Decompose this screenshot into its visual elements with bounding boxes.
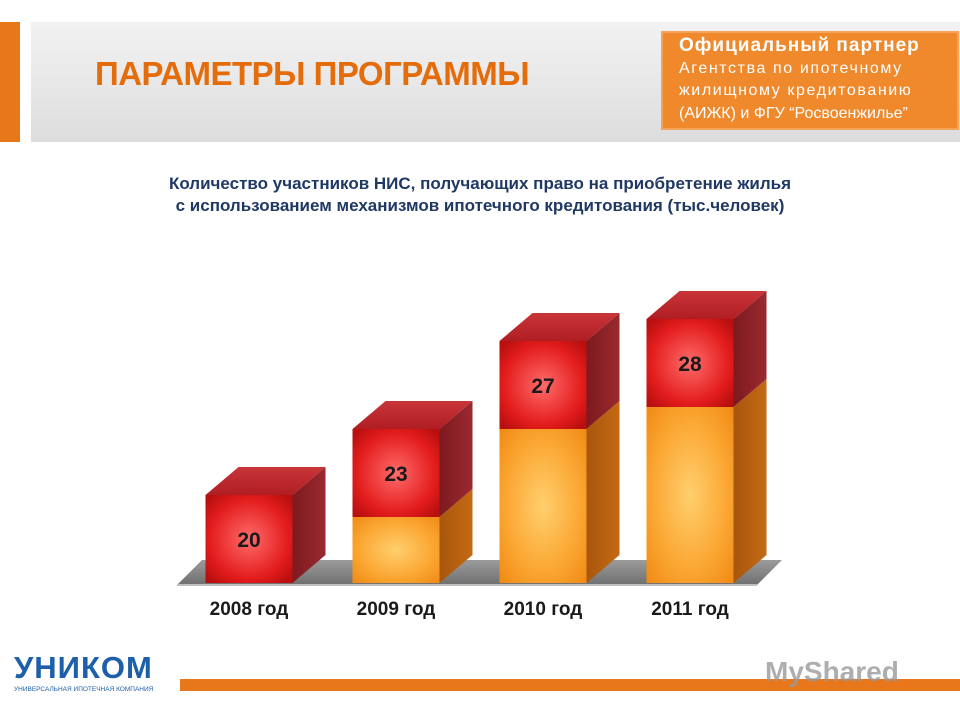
bar <box>646 319 734 407</box>
page-title: ПАРАМЕТРЫ ПРОГРАММЫ <box>95 55 530 92</box>
partner-line-2: Агентства по ипотечному <box>679 60 903 77</box>
bar-stack-side <box>439 489 473 583</box>
partner-line-3: жилищному кредитованию <box>679 82 913 99</box>
data-label: 20 <box>237 529 260 552</box>
data-label: 23 <box>384 463 407 486</box>
bar-stack-side <box>586 401 620 583</box>
x-tick-label: 2009 год <box>357 599 436 620</box>
watermark: MyShared <box>765 656 899 687</box>
bar <box>205 495 293 583</box>
bar-top <box>205 467 326 495</box>
partner-line-1: Официальный партнер <box>679 35 920 56</box>
chart-floor <box>177 560 782 585</box>
company-logo: УНИКОМ УНИВЕРСАЛЬНАЯ ИПОТЕЧНАЯ КОМПАНИЯ <box>14 652 164 702</box>
bar-top <box>352 401 473 429</box>
data-label: 27 <box>531 375 554 398</box>
bar <box>352 429 440 517</box>
chart-title: Количество участников НИС, получающих пр… <box>60 173 900 217</box>
bar-top <box>646 291 767 319</box>
bar-top <box>499 313 620 341</box>
chart-title-line-2: с использованием механизмов ипотечного к… <box>175 196 785 215</box>
bottom-accent-bar <box>180 679 960 691</box>
logo-text: УНИКОМ <box>14 650 153 685</box>
x-tick-label: 2011 год <box>651 599 729 620</box>
bar <box>499 341 587 429</box>
bar-stack-side <box>733 379 767 583</box>
bar-side <box>586 313 620 429</box>
bar-side <box>733 291 767 407</box>
partner-line-4: (АИЖК) и ФГУ “Росвоенжилье” <box>679 105 908 122</box>
partner-box: Официальный партнер Агентства по ипотечн… <box>661 31 959 130</box>
bar-stack <box>646 407 734 583</box>
bar-stack <box>499 429 587 583</box>
bar-stack <box>352 517 440 583</box>
data-label: 28 <box>678 353 702 376</box>
x-tick-label: 2008 год <box>210 599 289 620</box>
logo-subtitle: УНИВЕРСАЛЬНАЯ ИПОТЕЧНАЯ КОМПАНИЯ <box>14 686 154 693</box>
x-tick-label: 2010 год <box>504 599 583 620</box>
bar-side <box>292 467 326 583</box>
bar-side <box>439 401 473 517</box>
chart-title-line-1: Количество участников НИС, получающих пр… <box>168 174 792 193</box>
left-accent-bar <box>0 22 20 142</box>
